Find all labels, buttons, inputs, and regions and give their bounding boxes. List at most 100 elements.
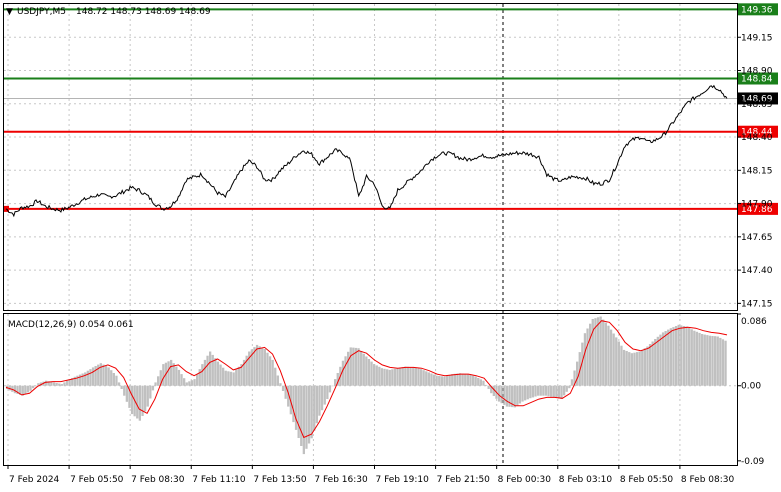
macd-histogram-bar bbox=[378, 366, 381, 386]
macd-histogram-bar bbox=[219, 364, 222, 386]
macd-histogram-bar bbox=[492, 385, 495, 396]
macd-histogram-bar bbox=[214, 358, 217, 386]
macd-histogram-bar bbox=[471, 375, 475, 386]
macd-histogram-bar bbox=[19, 385, 22, 395]
macd-histogram-bar bbox=[274, 367, 277, 386]
macd-histogram-bar bbox=[565, 385, 568, 392]
macd-histogram-bar bbox=[688, 327, 691, 386]
macd-histogram-bar bbox=[529, 385, 532, 399]
macd-histogram-bar bbox=[16, 385, 19, 394]
level-price-tag bbox=[738, 3, 778, 16]
macd-histogram-bar bbox=[99, 363, 102, 386]
macd-histogram-bar bbox=[581, 342, 584, 386]
time-label: 7 Feb 16:30 bbox=[314, 475, 368, 485]
time-label: 7 Feb 05:50 bbox=[70, 475, 124, 485]
macd-histogram-bar bbox=[414, 367, 417, 386]
macd-histogram-bar bbox=[300, 385, 303, 446]
macd-histogram-bar bbox=[26, 385, 30, 393]
macd-histogram-bar bbox=[341, 360, 345, 386]
macd-histogram-bar bbox=[401, 367, 404, 386]
macd-histogram-bar bbox=[128, 385, 131, 408]
macd-histogram-bar bbox=[643, 348, 646, 386]
macd-histogram-bar bbox=[281, 385, 285, 391]
macd-histogram-bar bbox=[102, 364, 105, 386]
macd-histogram-bar bbox=[440, 376, 443, 386]
macd-histogram-bar bbox=[115, 375, 118, 386]
macd-histogram-bar bbox=[63, 382, 66, 386]
macd-histogram-bar bbox=[305, 385, 308, 449]
level-price-tag bbox=[738, 202, 778, 215]
macd-histogram-bar bbox=[654, 339, 657, 386]
macd-histogram-bar bbox=[430, 373, 433, 386]
macd-histogram-bar bbox=[227, 371, 230, 386]
macd-histogram-bar bbox=[240, 364, 243, 386]
macd-histogram-bar bbox=[216, 361, 220, 386]
macd-histogram-bar bbox=[81, 373, 84, 386]
macd-histogram-bar bbox=[367, 359, 371, 386]
macd-histogram-bar bbox=[245, 355, 248, 386]
macd-histogram-bar bbox=[438, 376, 441, 386]
macd-histogram-bar bbox=[682, 326, 686, 386]
macd-panel-frame bbox=[3, 313, 738, 466]
price-axis: 149.15148.90148.65148.40148.15147.90147.… bbox=[737, 33, 773, 467]
macd-histogram-bar bbox=[388, 369, 391, 386]
macd-histogram-bar bbox=[612, 333, 615, 386]
macd-histogram-bar bbox=[224, 370, 227, 386]
macd-histogram-bar bbox=[97, 364, 100, 386]
macd-histogram-bar bbox=[695, 331, 699, 386]
macd-histogram-bar bbox=[651, 341, 654, 386]
macd-histogram-bar bbox=[594, 318, 597, 386]
macd-histogram-bar bbox=[661, 332, 665, 386]
time-axis: 7 Feb 2024 7 Feb 05:50 7 Feb 08:30 7 Feb 11… bbox=[7, 465, 735, 485]
macd-histogram-bar bbox=[607, 325, 610, 386]
time-label: 8 Feb 00:30 bbox=[498, 475, 552, 485]
macd-histogram-bar bbox=[701, 334, 704, 386]
macd-histogram-bar bbox=[596, 317, 600, 386]
macd-histogram-bar bbox=[209, 351, 212, 386]
header-symbol: USDJPY,M5 bbox=[17, 7, 66, 17]
macd-histogram-bar bbox=[419, 369, 423, 386]
macd-histogram-bar bbox=[357, 348, 360, 386]
macd-histogram-bar bbox=[310, 385, 313, 439]
macd-histogram-bar bbox=[167, 361, 170, 386]
time-label: 8 Feb 05:50 bbox=[620, 475, 674, 485]
macd-histogram-bar bbox=[628, 352, 631, 386]
price-panel-frame bbox=[3, 3, 738, 311]
macd-histogram-bar bbox=[326, 385, 329, 399]
macd-histogram-bar bbox=[669, 328, 672, 386]
macd-histogram-bar bbox=[458, 373, 462, 386]
macd-histogram-bar bbox=[180, 374, 183, 386]
macd-histogram-bar bbox=[630, 353, 633, 386]
macd-histogram-bar bbox=[138, 385, 141, 421]
macd-histogram-bar bbox=[362, 353, 365, 386]
macd-histogram-bar bbox=[185, 382, 188, 386]
macd-histogram-bar bbox=[386, 369, 389, 386]
header-dropdown-icon[interactable]: ▼ bbox=[6, 7, 13, 17]
macd-histogram-bar bbox=[620, 345, 623, 386]
macd-histogram-bar bbox=[409, 367, 412, 386]
macd-histogram-bar bbox=[544, 385, 548, 396]
macd-histogram-bar bbox=[435, 375, 438, 386]
macd-histogram-bar bbox=[320, 385, 324, 411]
macd-histogram-bar bbox=[487, 385, 490, 389]
macd-histogram-bar bbox=[78, 374, 82, 386]
macd-histogram-bar bbox=[55, 383, 58, 386]
macd-histogram-bar bbox=[560, 385, 563, 399]
macd-histogram-bar bbox=[617, 341, 620, 386]
macd-histogram-bar bbox=[276, 375, 279, 386]
macd-histogram-bar bbox=[537, 385, 540, 396]
macd-histogram-bar bbox=[570, 379, 574, 386]
macd-histogram-bar bbox=[568, 385, 571, 389]
macd-histogram-bar bbox=[500, 385, 503, 404]
macd-histogram-bar bbox=[107, 367, 110, 386]
macd-histogram-bar bbox=[557, 385, 561, 399]
macd-histogram-bar bbox=[157, 376, 160, 386]
macd-histogram-bar bbox=[656, 336, 659, 386]
macd-histogram-bar bbox=[396, 368, 399, 386]
macd-histogram-bar bbox=[604, 322, 607, 386]
macd-indicator bbox=[4, 316, 737, 455]
macd-histogram-bar bbox=[237, 366, 240, 386]
macd-histogram-bar bbox=[505, 385, 509, 407]
